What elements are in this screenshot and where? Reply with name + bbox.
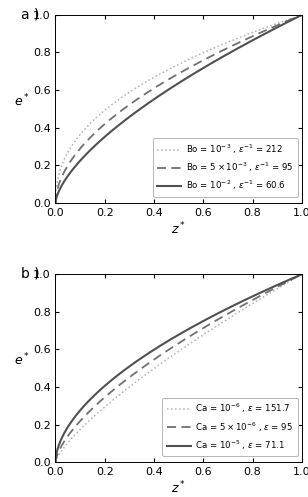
Legend: Bo = $10^{-3}$ , $\epsilon^{-1}$ = 212, Bo = $5 \times 10^{-3}$ , $\epsilon^{-1}: Bo = $10^{-3}$ , $\epsilon^{-1}$ = 212, … (153, 138, 298, 197)
Y-axis label: $e^*$: $e^*$ (14, 352, 30, 368)
Legend: Ca = $10^{-6}$ , $\epsilon$ = 151.7, Ca = $5 \times 10^{-6}$ , $\epsilon$ = 95, : Ca = $10^{-6}$ , $\epsilon$ = 151.7, Ca … (162, 398, 298, 456)
Text: a ): a ) (21, 7, 39, 21)
X-axis label: $z^*$: $z^*$ (171, 221, 186, 237)
Y-axis label: $e^*$: $e^*$ (14, 92, 30, 109)
Text: b ): b ) (21, 267, 39, 281)
X-axis label: $z^*$: $z^*$ (171, 480, 186, 497)
